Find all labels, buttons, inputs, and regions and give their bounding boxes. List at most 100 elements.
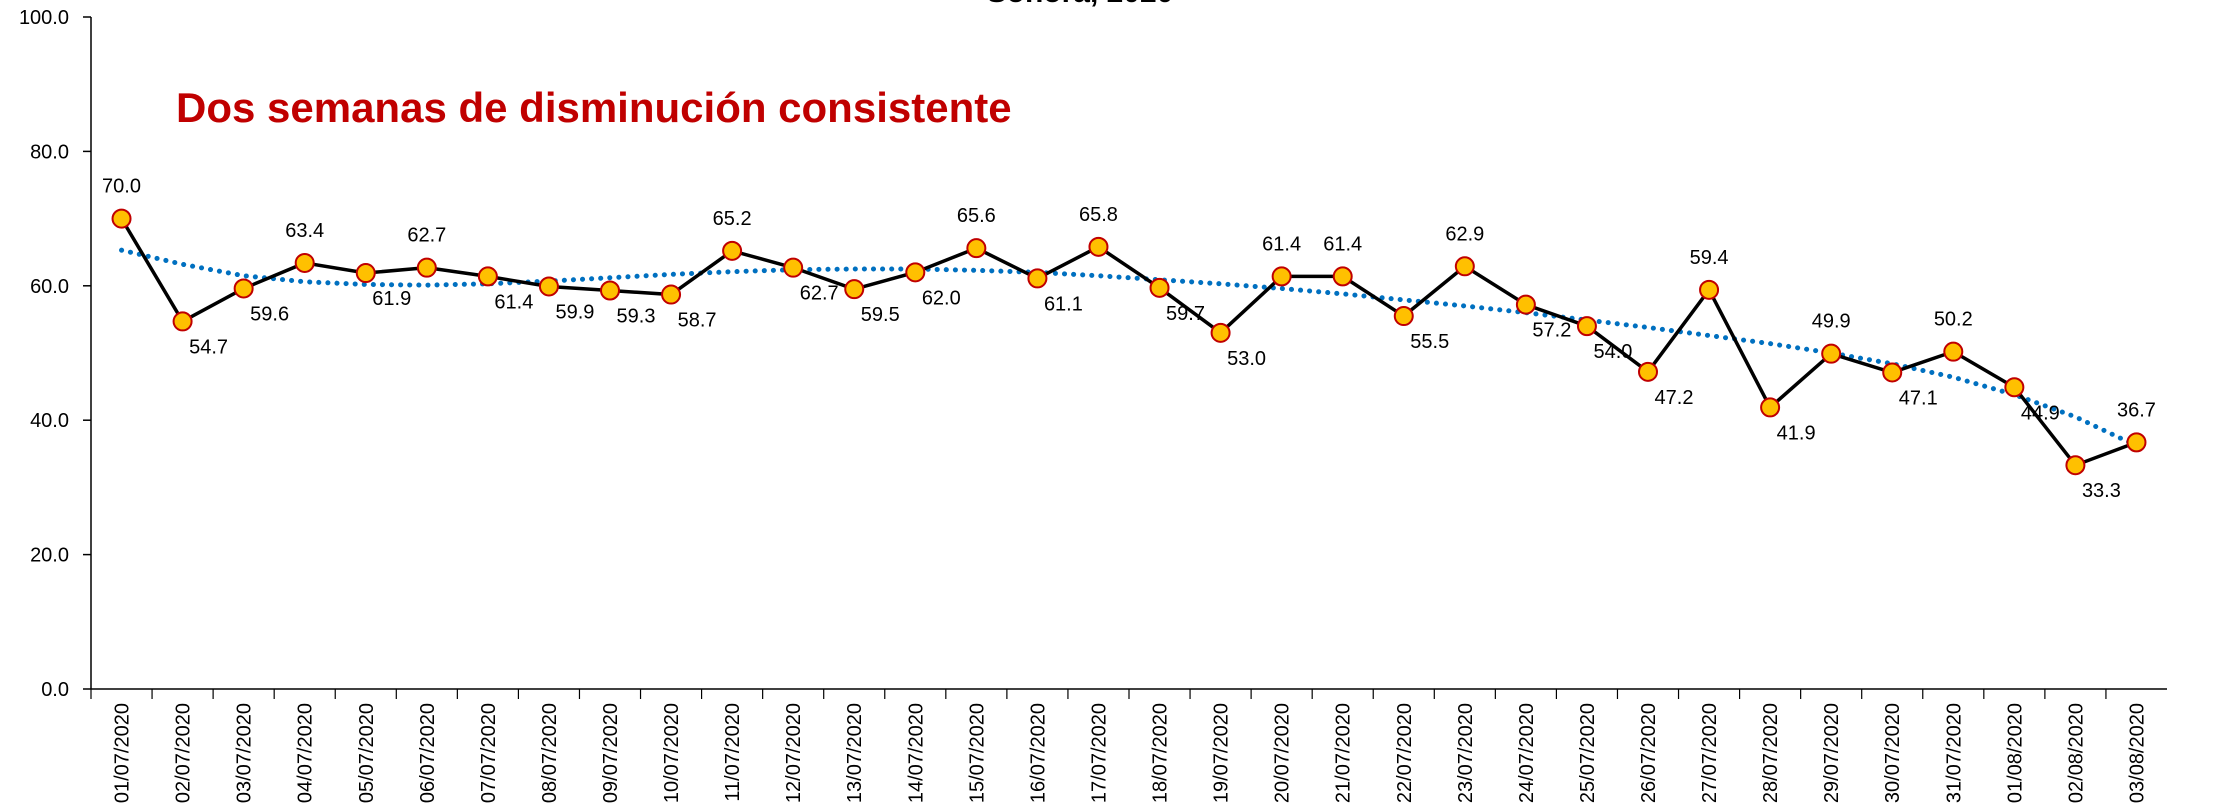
- x-tick-label: 22/07/2020: [1394, 703, 1416, 803]
- marker: [1271, 266, 1292, 287]
- value-label: 57.2: [1532, 320, 1571, 342]
- value-label: 63.4: [285, 220, 324, 242]
- marker: [600, 280, 620, 301]
- value-label: 59.6: [250, 303, 289, 325]
- value-label: 53.0: [1227, 348, 1266, 370]
- value-label: 36.7: [2117, 399, 2156, 421]
- value-label: 65.2: [713, 208, 752, 230]
- x-tick-label: 23/07/2020: [1455, 703, 1477, 803]
- marker: [111, 208, 132, 229]
- value-label: 59.7: [1166, 303, 1205, 325]
- value-label: 33.3: [2082, 480, 2121, 502]
- value-label: 61.4: [1262, 233, 1301, 255]
- value-label: 44.9: [2021, 402, 2060, 424]
- x-tick-label: 18/07/2020: [1150, 703, 1172, 803]
- x-tick-label: 30/07/2020: [1882, 703, 1904, 803]
- x-tick-label: 24/07/2020: [1516, 703, 1538, 803]
- y-tick-label: 60.0: [30, 276, 69, 298]
- marker: [661, 284, 682, 305]
- value-label: 62.7: [800, 283, 839, 305]
- marker: [2065, 455, 2086, 476]
- marker: [1027, 268, 1048, 289]
- marker: [722, 240, 743, 261]
- marker: [1210, 322, 1231, 343]
- x-tick-label: 28/07/2020: [1760, 703, 1782, 803]
- value-label: 59.5: [861, 304, 900, 326]
- trend-line: [119, 247, 2139, 449]
- value-label: 61.9: [372, 288, 411, 310]
- y-tick-label: 40.0: [30, 410, 69, 432]
- value-label: 65.8: [1079, 204, 1118, 226]
- marker: [355, 263, 376, 284]
- marker: [233, 278, 254, 299]
- data-line: [120, 217, 2138, 468]
- x-tick-label: 09/07/2020: [600, 703, 622, 803]
- value-label: 62.9: [1445, 223, 1484, 245]
- marker: [294, 252, 315, 273]
- marker: [1882, 362, 1903, 383]
- x-tick-label: 20/07/2020: [1272, 703, 1294, 803]
- x-tick-label: 16/07/2020: [1027, 703, 1049, 803]
- value-label: 62.7: [407, 225, 446, 247]
- marker: [1332, 266, 1353, 287]
- chart-title: Sonora, 2020: [987, 0, 1174, 9]
- value-label: 65.6: [957, 205, 996, 227]
- x-tick-label: 02/07/2020: [173, 703, 195, 803]
- x-tick-label: 17/07/2020: [1088, 703, 1110, 803]
- y-tick-label: 80.0: [30, 141, 69, 163]
- marker: [783, 257, 804, 278]
- x-tick-label: 01/07/2020: [112, 703, 134, 803]
- marker: [538, 276, 559, 297]
- x-tick-label: 07/07/2020: [478, 703, 500, 803]
- x-tick-label: 31/07/2020: [1943, 703, 1965, 803]
- y-tick-label: 100.0: [19, 7, 69, 29]
- marker: [1454, 256, 1475, 277]
- x-tick-label: 11/07/2020: [722, 703, 744, 802]
- marker: [1515, 294, 1536, 315]
- x-tick-label: 21/07/2020: [1333, 703, 1355, 803]
- annotation: Dos semanas de disminución consistente: [176, 84, 1012, 131]
- marker: [1638, 361, 1658, 382]
- value-label: 47.1: [1899, 387, 1938, 409]
- x-tick-label: 03/08/2020: [2126, 703, 2148, 803]
- marker: [477, 266, 498, 287]
- value-label: 49.9: [1812, 311, 1851, 333]
- marker: [1821, 343, 1842, 364]
- value-label: 61.1: [1044, 293, 1083, 315]
- marker: [1393, 306, 1414, 327]
- x-tick-label: 08/07/2020: [539, 703, 561, 803]
- x-tick-label: 12/07/2020: [783, 703, 805, 803]
- value-label: 61.4: [494, 291, 533, 313]
- value-label: 58.7: [678, 310, 717, 332]
- marker: [1760, 397, 1781, 418]
- x-tick-label: 15/07/2020: [966, 703, 988, 803]
- marker: [416, 257, 437, 278]
- x-tick-label: 01/08/2020: [2004, 703, 2026, 803]
- marker: [844, 279, 865, 300]
- x-tick-label: 10/07/2020: [661, 703, 683, 803]
- y-tick-label: 20.0: [30, 545, 69, 567]
- x-tick-label: 29/07/2020: [1821, 703, 1843, 803]
- marker: [1149, 277, 1170, 298]
- value-label: 61.4: [1323, 233, 1362, 255]
- marker: [2126, 432, 2147, 453]
- marker: [1699, 279, 1720, 300]
- marker: [905, 262, 926, 283]
- marker: [1943, 341, 1964, 362]
- x-tick-label: 19/07/2020: [1211, 703, 1233, 803]
- marker: [1088, 236, 1109, 257]
- value-label: 59.4: [1690, 247, 1729, 269]
- x-tick-label: 14/07/2020: [905, 703, 927, 803]
- value-label: 54.7: [189, 336, 228, 358]
- value-label: 54.0: [1593, 341, 1632, 363]
- x-tick-label: 06/07/2020: [417, 703, 439, 803]
- x-tick-label: 03/07/2020: [234, 703, 256, 803]
- value-label: 41.9: [1777, 422, 1816, 444]
- marker: [966, 238, 987, 259]
- value-label: 70.0: [102, 176, 141, 198]
- x-tick-label: 25/07/2020: [1577, 703, 1599, 803]
- x-tick-label: 05/07/2020: [356, 703, 378, 803]
- value-label: 62.0: [922, 287, 961, 309]
